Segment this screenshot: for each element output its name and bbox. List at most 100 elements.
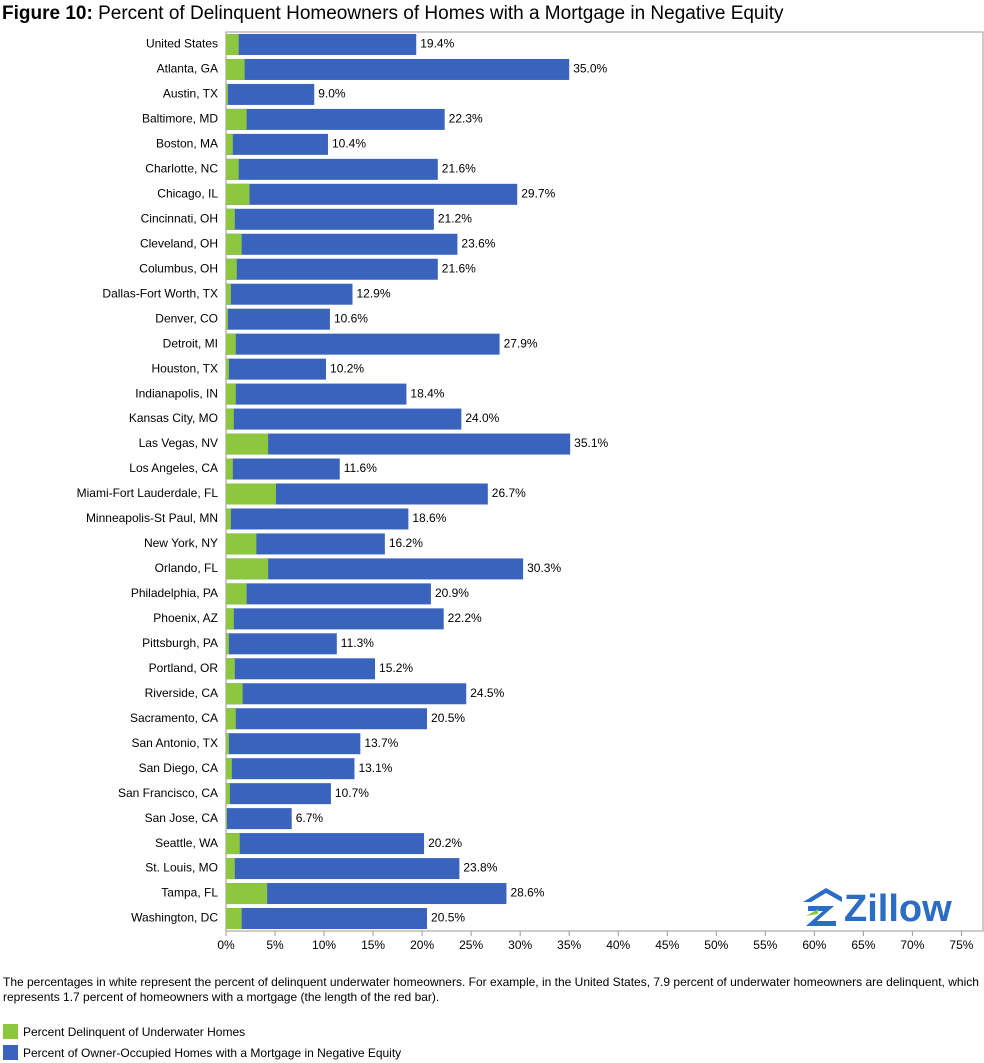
bar — [226, 383, 236, 405]
bar — [226, 158, 239, 180]
y-tick-label: Houston, TX — [152, 361, 218, 375]
data-label: 23.8% — [463, 861, 497, 875]
bar — [226, 258, 438, 280]
bar — [226, 108, 247, 130]
bar — [226, 558, 524, 580]
legend-item: Percent of Owner-Occupied Homes with a M… — [3, 1042, 401, 1063]
logo-accent — [806, 909, 818, 916]
y-tick-label: Charlotte, NC — [145, 162, 218, 176]
x-tick-label: 25% — [459, 938, 483, 952]
x-tick-label: 45% — [655, 938, 679, 952]
data-label: 9.0% — [318, 87, 346, 101]
bar — [226, 583, 431, 605]
bar — [226, 333, 500, 355]
data-label: 35.1% — [574, 436, 608, 450]
bar — [226, 233, 242, 255]
y-tick-label: Washington, DC — [131, 911, 218, 925]
bar — [226, 458, 233, 480]
bar — [226, 908, 242, 930]
y-tick-label: United States — [146, 37, 218, 51]
bar — [226, 483, 277, 505]
legend-label: Percent of Owner-Occupied Homes with a M… — [23, 1045, 402, 1060]
bar — [226, 533, 385, 555]
bar — [226, 508, 409, 530]
x-tick-label: 50% — [704, 938, 728, 952]
y-tick-label: Minneapolis-St Paul, MN — [86, 511, 218, 525]
data-label: 27.9% — [504, 336, 538, 350]
y-tick-label: Indianapolis, IN — [135, 386, 218, 400]
data-label: 29.7% — [521, 186, 555, 200]
bar — [226, 883, 507, 905]
bar — [226, 833, 425, 855]
bar — [226, 633, 337, 655]
x-tick-label: 0% — [217, 938, 235, 952]
x-tick-label: 15% — [361, 938, 385, 952]
legend-item: Percent Delinquent of Underwater Homes — [3, 1021, 401, 1042]
x-tick-label: 70% — [900, 938, 924, 952]
bar — [226, 858, 460, 880]
bar — [226, 308, 228, 330]
bar — [226, 208, 434, 230]
legend-swatch — [3, 1045, 18, 1060]
logo: Zillow — [803, 888, 952, 930]
bar — [226, 408, 234, 430]
y-tick-label: Seattle, WA — [155, 836, 218, 850]
x-tick-label: 20% — [410, 938, 434, 952]
y-tick-label: Las Vegas, NV — [139, 436, 218, 450]
data-label: 6.7% — [296, 811, 324, 825]
bar — [226, 708, 236, 730]
data-label: 19.4% — [420, 37, 454, 51]
y-tick-label: San Francisco, CA — [118, 786, 218, 800]
y-tick-label: Pittsburgh, PA — [142, 636, 218, 650]
data-label: 10.6% — [334, 311, 368, 325]
data-label: 13.1% — [358, 761, 392, 775]
bar — [226, 583, 247, 605]
bar — [226, 283, 353, 305]
y-tick-label: Miami-Fort Lauderdale, FL — [77, 486, 219, 500]
data-label: 10.4% — [332, 137, 366, 151]
bar — [226, 708, 428, 730]
bar — [226, 508, 231, 530]
y-tick-label: Boston, MA — [156, 137, 218, 151]
bar — [226, 433, 571, 455]
bar — [226, 358, 229, 380]
y-tick-label: Orlando, FL — [155, 561, 219, 575]
y-tick-label: Atlanta, GA — [157, 62, 218, 76]
data-label: 20.5% — [431, 911, 465, 925]
bar — [226, 558, 269, 580]
title: Figure 10: Percent of Delinquent Homeown… — [2, 3, 784, 25]
y-tick-label: Philadelphia, PA — [131, 586, 218, 600]
bar — [226, 458, 340, 480]
x-tick-label: 30% — [508, 938, 532, 952]
data-label: 11.6% — [344, 461, 377, 475]
figure-label: Figure 10: — [2, 3, 93, 24]
bar — [226, 483, 488, 505]
data-label: 23.6% — [461, 236, 495, 250]
data-label: 18.6% — [412, 511, 446, 525]
y-tick-label: Chicago, IL — [157, 186, 218, 200]
logo-text: Zillow — [844, 888, 952, 930]
y-tick-label: Sacramento, CA — [130, 711, 218, 725]
bar — [226, 408, 462, 430]
bar — [226, 83, 315, 105]
bar — [226, 733, 229, 755]
data-label: 13.7% — [364, 736, 398, 750]
x-tick-label: 65% — [851, 938, 875, 952]
data-label: 10.2% — [330, 361, 364, 375]
data-label: 35.0% — [573, 62, 607, 76]
bar — [226, 858, 235, 880]
x-tick-label: 35% — [557, 938, 581, 952]
bar — [226, 58, 570, 80]
data-label: 22.2% — [448, 611, 482, 625]
data-label: 18.4% — [410, 386, 444, 400]
bar — [226, 358, 327, 380]
bar — [226, 608, 234, 630]
data-label: 20.9% — [435, 586, 469, 600]
bar — [226, 208, 235, 230]
data-label: 24.0% — [465, 411, 499, 425]
bar — [226, 658, 235, 680]
y-tick-label: St. Louis, MO — [145, 861, 218, 875]
bar — [226, 758, 355, 780]
chart: 0% 5% 10% 15% 20% 25% 30% 35% 40% 45% 50% 55% 60% 65%… — [77, 31, 984, 952]
